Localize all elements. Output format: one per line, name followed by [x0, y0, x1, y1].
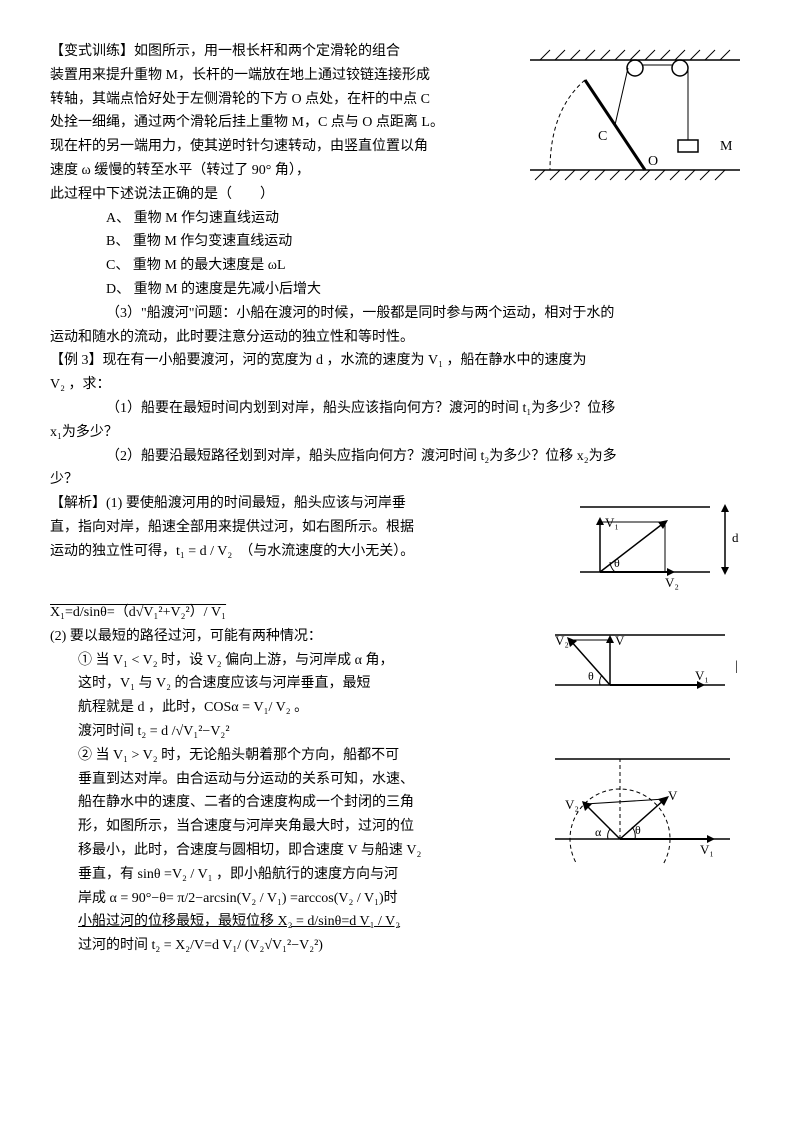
option-a: A、 重物 M 作匀速直线运动 — [50, 207, 750, 231]
p1-l1: 【变式训练】如图所示，用一根长杆和两个定滑轮的组合 — [50, 40, 750, 64]
variation-problem: 【变式训练】如图所示，用一根长杆和两个定滑轮的组合 装置用来提升重物 M，长杆的… — [50, 40, 750, 302]
ex3-q1b: x₁为多少？ — [50, 421, 750, 445]
sol-c2l8: 小船过河的位移最短，最短位移 X₂ = d/sinθ=d V₁ / V₂ — [50, 910, 750, 934]
label-v2: V₂ — [665, 575, 679, 590]
sol-c1eq: 渡河时间 t₂ = d /√V₁²−V₂² — [50, 720, 750, 744]
ex3-q2a: （2）船要沿最短路径划到对岸，船头应指向何方？渡河时间 t₂为多少？位移 x₂为… — [50, 445, 750, 469]
p1-l6: 速度 ω 缓慢的转至水平（转过了 90° 角）， — [50, 159, 750, 183]
ex3-q2b: 少？ — [50, 468, 750, 492]
figure-2-river1: V₁ θ V₂ d — [570, 492, 750, 601]
option-c: C、 重物 M 的最大速度是 ωL — [50, 254, 750, 278]
river3-svg: V₂ V V₁ α θ — [550, 744, 750, 864]
sol-c2l9: 过河的时间 t₂ = X₂/V=d V₁/ (V₂√V₁²−V₂²) — [50, 934, 750, 958]
ex3-title: 【例 3】现在有一小船要渡河，河的宽度为 d ，水流的速度为 V₁ ，船在静水中… — [50, 349, 750, 373]
p1-l2: 装置用来提升重物 M，长杆的一端放在地上通过铰链连接形成 — [50, 64, 750, 88]
sol-c2l7: 岸成 α = 90°−θ= π/2−arcsin(V₂ / V₁) =arcco… — [50, 887, 750, 911]
p1-l3: 转轴，其端点恰好处于左侧滑轮的下方 O 点处，在杆的中点 C — [50, 88, 750, 112]
label-v: V — [668, 788, 678, 803]
label-v: V — [615, 633, 625, 648]
ex3-q1a: （1）船要在最短时间内划到对岸，船头应该指向何方？渡河的时间 t₁为多少？位移 — [50, 397, 750, 421]
p1-l7: 此过程中下述说法正确的是（ ） — [50, 183, 750, 207]
label-theta: θ — [588, 669, 594, 683]
label-theta: θ — [635, 823, 641, 837]
river1-svg: V₁ θ V₂ d — [570, 492, 750, 592]
label-d: d — [732, 530, 739, 545]
label-v2: V₂ — [565, 797, 579, 812]
figure-4-river3: V₂ V V₁ α θ — [550, 744, 750, 873]
p2-l2: 运动和随水的流动，此时要注意分运动的独立性和等时性。 — [50, 326, 750, 350]
label-v2: V₂ — [555, 633, 569, 648]
label-v1: V₁ — [700, 842, 714, 857]
label-alpha: α — [595, 825, 602, 839]
ex3-title2: V₂ ，求： — [50, 373, 750, 397]
figure-3-river2: V₂ V V₁ θ | — [550, 625, 750, 709]
p1-l4: 处拴一细绳，通过两个滑轮后挂上重物 M，C 点与 O 点距离 L。 — [50, 111, 750, 135]
svg-text:|: | — [735, 659, 738, 674]
p1-l5: 现在杆的另一端用力，使其逆时针匀速转动，由竖直位置以角 — [50, 135, 750, 159]
label-theta: θ — [614, 556, 620, 570]
label-v1: V₁ — [695, 668, 709, 683]
option-d: D、 重物 M 的速度是先减小后增大 — [50, 278, 750, 302]
river2-svg: V₂ V V₁ θ | — [550, 625, 750, 700]
p2-l1: （3）"船渡河"问题：小船在渡河的时候，一般都是同时参与两个运动，相对于水的 — [50, 302, 750, 326]
sol-eq1: X₁=d/sinθ=（d√V₁²+V₂²）/ V₁ — [50, 601, 750, 625]
option-b: B、 重物 M 作匀变速直线运动 — [50, 230, 750, 254]
